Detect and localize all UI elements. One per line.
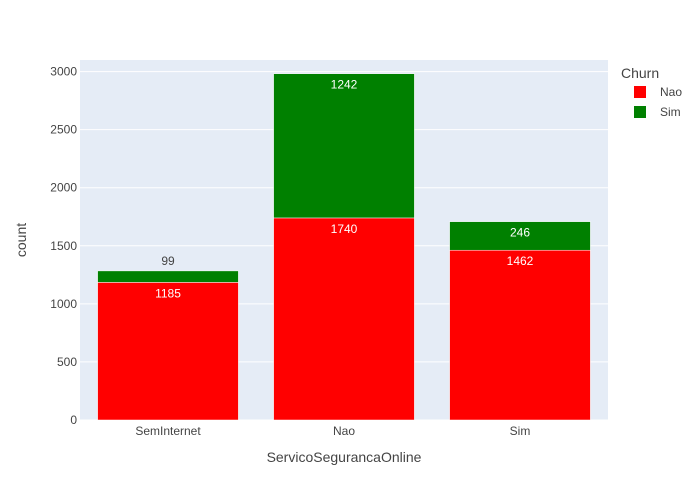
legend-swatch-sim [634,106,646,118]
y-tick-label: 1000 [50,297,77,311]
y-tick-label: 2000 [50,181,77,195]
y-tick-label: 0 [70,413,77,427]
bar-value-label: 246 [510,226,530,240]
x-tick-label: SemInternet [135,424,201,438]
y-axis-title: count [13,223,29,257]
bar-sim-nao [273,73,415,219]
x-tick-label: Sim [510,424,531,438]
x-axis-title: ServicoSegurancaOnline [267,449,422,465]
bar-value-label: 1462 [507,254,534,268]
legend-label-nao: Nao [660,85,682,99]
bar-labels: 1185 99 1740 1242 1462 246 [155,78,534,301]
bar-sim-seminternet [97,270,239,283]
bar-nao-nao [273,217,415,421]
legend: Churn Nao Sim [621,65,682,119]
bars [97,73,591,421]
bar-nao-sim [449,249,591,421]
bar-value-label: 99 [161,254,175,268]
bar-value-label: 1185 [155,286,181,300]
legend-title: Churn [621,65,659,81]
legend-label-sim: Sim [660,105,681,119]
bar-nao-seminternet [97,282,239,421]
bar-value-label: 1740 [331,222,358,236]
bar-sim-sim [449,221,591,251]
bar-value-label: 1242 [331,78,358,92]
y-tick-label: 500 [57,355,77,369]
legend-swatch-nao [634,86,646,98]
x-tick-label: Nao [333,424,355,438]
y-tick-label: 1500 [50,239,77,253]
y-tick-label: 2500 [50,123,77,137]
y-tick-label: 3000 [50,65,77,79]
x-axis-ticks: SemInternet Nao Sim [135,424,530,438]
y-axis-ticks: 0 500 1000 1500 2000 2500 3000 [50,65,77,427]
